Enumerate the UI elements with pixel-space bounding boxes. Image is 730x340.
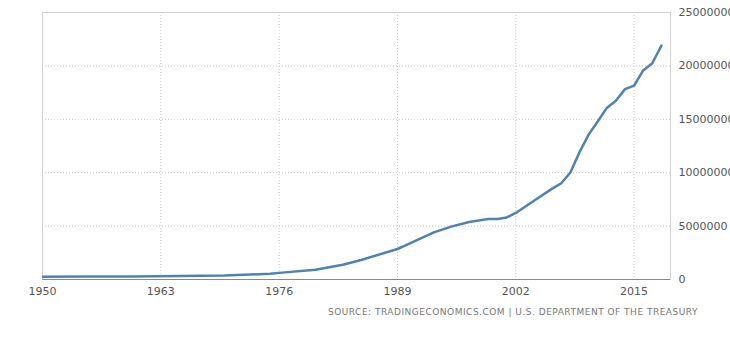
svg-text:25000000: 25000000 bbox=[679, 6, 730, 19]
svg-text:5000000: 5000000 bbox=[679, 220, 728, 233]
svg-text:0: 0 bbox=[679, 273, 686, 286]
svg-text:20000000: 20000000 bbox=[679, 59, 730, 72]
svg-text:2015: 2015 bbox=[620, 285, 648, 298]
svg-text:1989: 1989 bbox=[383, 285, 411, 298]
svg-text:1950: 1950 bbox=[29, 285, 57, 298]
svg-text:1976: 1976 bbox=[265, 285, 293, 298]
svg-text:10000000: 10000000 bbox=[679, 166, 730, 179]
svg-text:2002: 2002 bbox=[502, 285, 530, 298]
svg-text:1963: 1963 bbox=[147, 285, 175, 298]
svg-text:15000000: 15000000 bbox=[679, 113, 730, 126]
html-text:SOURCE: TRADINGECONOMICS.COM |: SOURCE: TRADINGECONOMICS.COM | U.S. DEPA… bbox=[327, 307, 698, 317]
